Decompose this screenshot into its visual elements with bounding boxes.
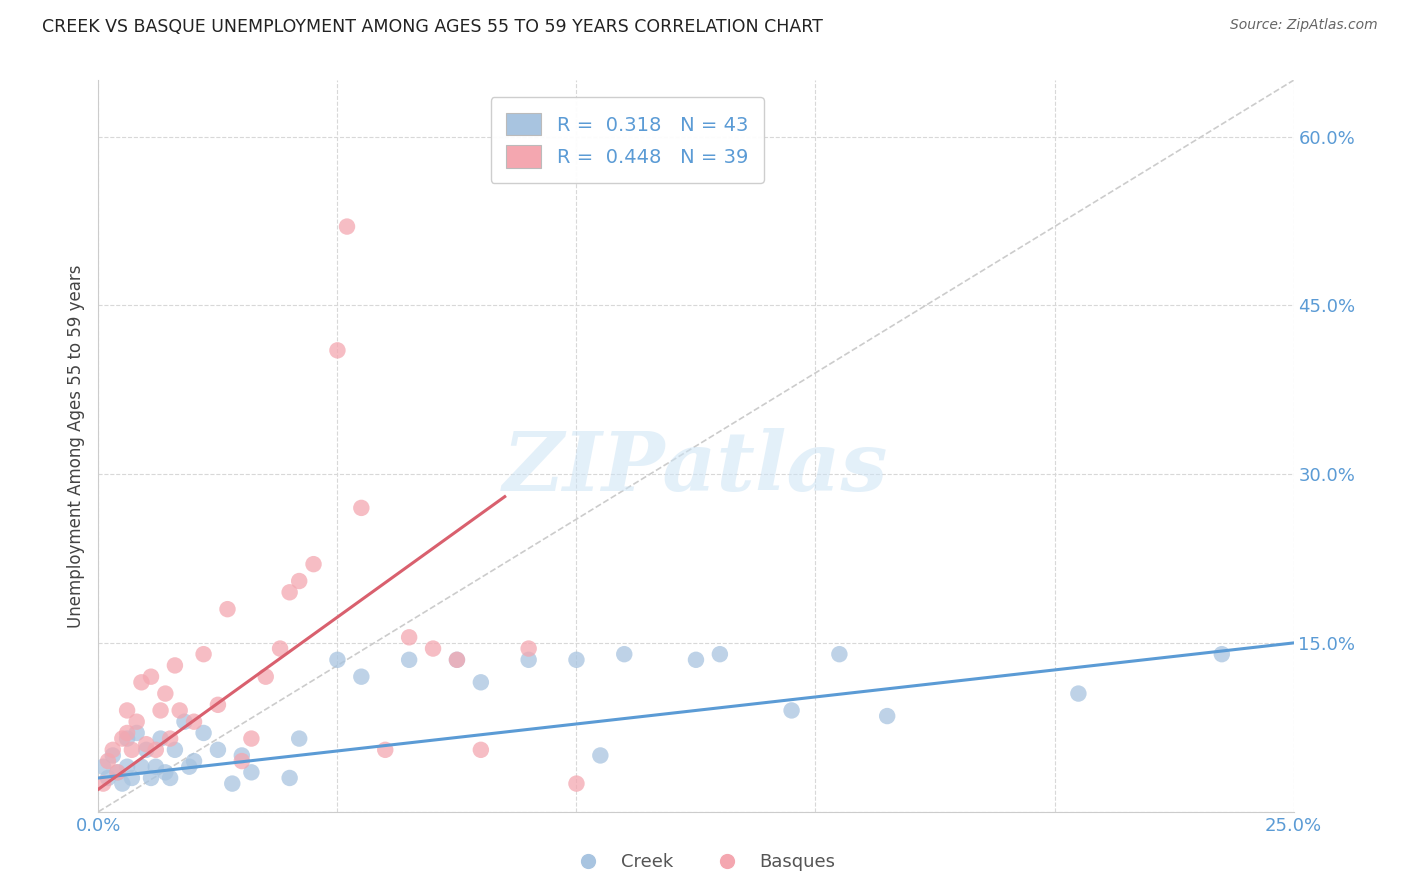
Point — [517, 641, 540, 656]
Point — [326, 343, 349, 358]
Point — [163, 743, 186, 757]
Point — [1211, 647, 1233, 661]
Point — [828, 647, 851, 661]
Point — [149, 703, 172, 717]
Point — [121, 743, 143, 757]
Point — [91, 776, 114, 790]
Point — [288, 731, 311, 746]
Point — [145, 743, 167, 757]
Point — [326, 653, 349, 667]
Point — [446, 653, 468, 667]
Point — [145, 760, 167, 774]
Point — [269, 641, 291, 656]
Point — [422, 641, 444, 656]
Point — [240, 731, 263, 746]
Point — [709, 647, 731, 661]
Point — [111, 776, 134, 790]
Point — [207, 698, 229, 712]
Point — [115, 760, 138, 774]
Point — [101, 748, 124, 763]
Point — [278, 771, 301, 785]
Point — [183, 714, 205, 729]
Point — [159, 731, 181, 746]
Point — [139, 771, 162, 785]
Point — [350, 500, 373, 515]
Point — [780, 703, 803, 717]
Point — [240, 765, 263, 780]
Point — [135, 743, 157, 757]
Point — [288, 574, 311, 588]
Point — [565, 776, 588, 790]
Point — [179, 760, 201, 774]
Point — [131, 675, 153, 690]
Text: ZIPatlas: ZIPatlas — [503, 428, 889, 508]
Legend: R =  0.318   N = 43, R =  0.448   N = 39: R = 0.318 N = 43, R = 0.448 N = 39 — [491, 97, 763, 183]
Point — [97, 771, 120, 785]
Point — [336, 219, 359, 234]
Point — [398, 630, 420, 644]
Point — [302, 557, 325, 571]
Point — [517, 653, 540, 667]
Text: CREEK VS BASQUE UNEMPLOYMENT AMONG AGES 55 TO 59 YEARS CORRELATION CHART: CREEK VS BASQUE UNEMPLOYMENT AMONG AGES … — [42, 18, 823, 36]
Point — [254, 670, 277, 684]
Point — [470, 675, 492, 690]
Point — [193, 726, 215, 740]
Point — [135, 737, 157, 751]
Point — [613, 647, 636, 661]
Point — [155, 765, 177, 780]
Point — [155, 687, 177, 701]
Point — [111, 731, 134, 746]
Point — [101, 743, 124, 757]
Point — [876, 709, 898, 723]
Point — [217, 602, 239, 616]
Point — [221, 776, 243, 790]
Point — [125, 714, 148, 729]
Point — [149, 731, 172, 746]
Point — [193, 647, 215, 661]
Point — [125, 726, 148, 740]
Point — [169, 703, 191, 717]
Y-axis label: Unemployment Among Ages 55 to 59 years: Unemployment Among Ages 55 to 59 years — [66, 264, 84, 628]
Point — [398, 653, 420, 667]
Point — [231, 754, 253, 768]
Point — [107, 765, 129, 780]
Point — [91, 760, 114, 774]
Point — [589, 748, 612, 763]
Text: Source: ZipAtlas.com: Source: ZipAtlas.com — [1230, 18, 1378, 32]
Point — [139, 670, 162, 684]
Point — [97, 754, 120, 768]
Point — [115, 726, 138, 740]
Point — [121, 771, 143, 785]
Point — [231, 748, 253, 763]
Point — [685, 653, 707, 667]
Point — [446, 653, 468, 667]
Point — [159, 771, 181, 785]
Point — [173, 714, 195, 729]
Point — [163, 658, 186, 673]
Point — [131, 760, 153, 774]
Point — [565, 653, 588, 667]
Point — [107, 765, 129, 780]
Point — [350, 670, 373, 684]
Point — [1067, 687, 1090, 701]
Point — [470, 743, 492, 757]
Point — [115, 731, 138, 746]
Point — [278, 585, 301, 599]
Legend: Creek, Basques: Creek, Basques — [562, 847, 844, 879]
Point — [183, 754, 205, 768]
Point — [374, 743, 396, 757]
Point — [207, 743, 229, 757]
Point — [115, 703, 138, 717]
